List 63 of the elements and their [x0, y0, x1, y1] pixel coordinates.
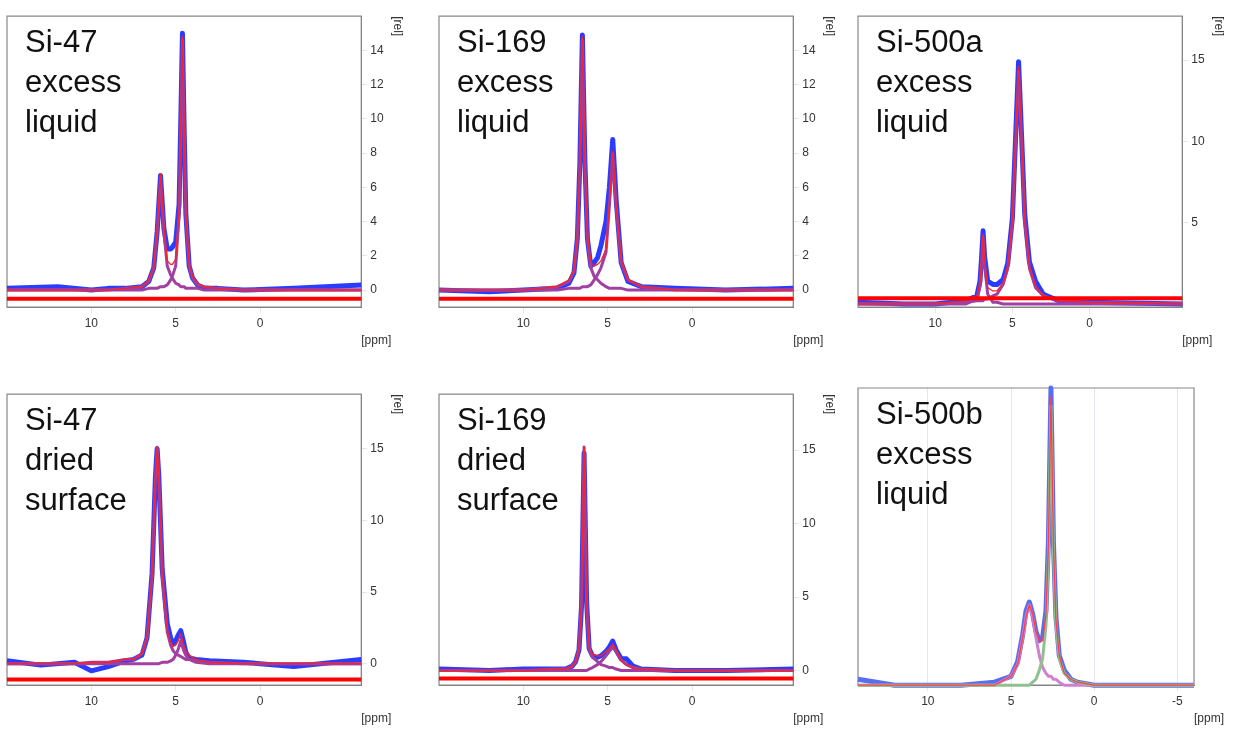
y-tick-label: 10 — [370, 111, 384, 126]
text: Si-169 dried surface — [457, 402, 559, 518]
text: Si-169 excess liquid — [457, 24, 554, 140]
y-axis-title: [rel] — [391, 16, 406, 37]
x-tick-label: 0 — [256, 693, 264, 708]
y-tick-label: 8 — [802, 145, 810, 160]
x-tick-label: 10 — [84, 693, 99, 708]
y-tick-label: 0 — [802, 662, 810, 677]
x-tick-label: 0 — [256, 315, 264, 330]
y-axis-title: [rel] — [823, 394, 838, 415]
x-axis-title: [ppm] — [793, 711, 824, 726]
y-tick-label: 4 — [802, 213, 810, 228]
y-tick-label: 4 — [370, 213, 378, 228]
x-tick-label: 0 — [688, 315, 696, 330]
x-tick-label: 10 — [84, 315, 99, 330]
y-tick-label: 8 — [370, 145, 378, 160]
x-tick-label: 5 — [604, 693, 612, 708]
y-tick-label: 2 — [802, 248, 810, 263]
y-tick-label: 2 — [370, 248, 378, 263]
y-tick-label: 15 — [802, 442, 816, 457]
y-tick-label: 12 — [370, 76, 384, 91]
y-tick-label: 0 — [370, 282, 378, 297]
y-tick-label: 0 — [802, 282, 810, 297]
x-tick-label: 10 — [516, 315, 531, 330]
x-axis-title: [ppm] — [1194, 711, 1225, 726]
y-tick-label: 14 — [370, 42, 384, 57]
text: Si-47 excess liquid — [25, 24, 122, 140]
x-tick-label: 0 — [1090, 693, 1098, 708]
y-tick-label: 15 — [1191, 52, 1205, 67]
y-tick-label: 15 — [370, 440, 384, 455]
y-tick-label: 10 — [370, 512, 384, 527]
x-axis-title: [ppm] — [1182, 333, 1213, 348]
y-tick-label: 6 — [802, 179, 810, 194]
x-tick-label: 5 — [1009, 315, 1017, 330]
x-tick-label: 5 — [1007, 693, 1015, 708]
y-axis-title: [rel] — [1212, 16, 1227, 37]
x-tick-label: -5 — [1172, 693, 1184, 708]
x-tick-label: 10 — [516, 693, 531, 708]
y-tick-label: 0 — [370, 656, 378, 671]
x-tick-label: 0 — [1086, 315, 1094, 330]
y-tick-label: 6 — [370, 179, 378, 194]
x-axis-title: [ppm] — [361, 711, 392, 726]
x-tick-label: 10 — [921, 693, 935, 708]
x-tick-label: 5 — [604, 315, 612, 330]
x-axis-title: [ppm] — [361, 333, 392, 348]
y-tick-label: 10 — [802, 111, 816, 126]
y-tick-label: 5 — [1191, 214, 1199, 229]
y-tick-label: 14 — [802, 42, 816, 57]
text: Si-47 dried surface — [25, 402, 127, 518]
x-axis-title: [ppm] — [793, 333, 824, 348]
y-tick-label: 10 — [1191, 133, 1205, 148]
y-axis-title: [rel] — [391, 394, 406, 415]
x-tick-label: 0 — [688, 693, 696, 708]
y-tick-label: 12 — [802, 76, 816, 91]
y-tick-label: 10 — [802, 515, 816, 530]
text: Si-500a excess liquid — [876, 24, 984, 140]
text: Si-500b excess liquid — [876, 396, 983, 512]
x-tick-label: 10 — [928, 315, 943, 330]
x-tick-label: 5 — [172, 315, 180, 330]
x-tick-label: 5 — [172, 693, 180, 708]
y-axis-title: [rel] — [823, 16, 838, 37]
y-tick-label: 5 — [370, 584, 378, 599]
y-tick-label: 5 — [802, 589, 810, 604]
